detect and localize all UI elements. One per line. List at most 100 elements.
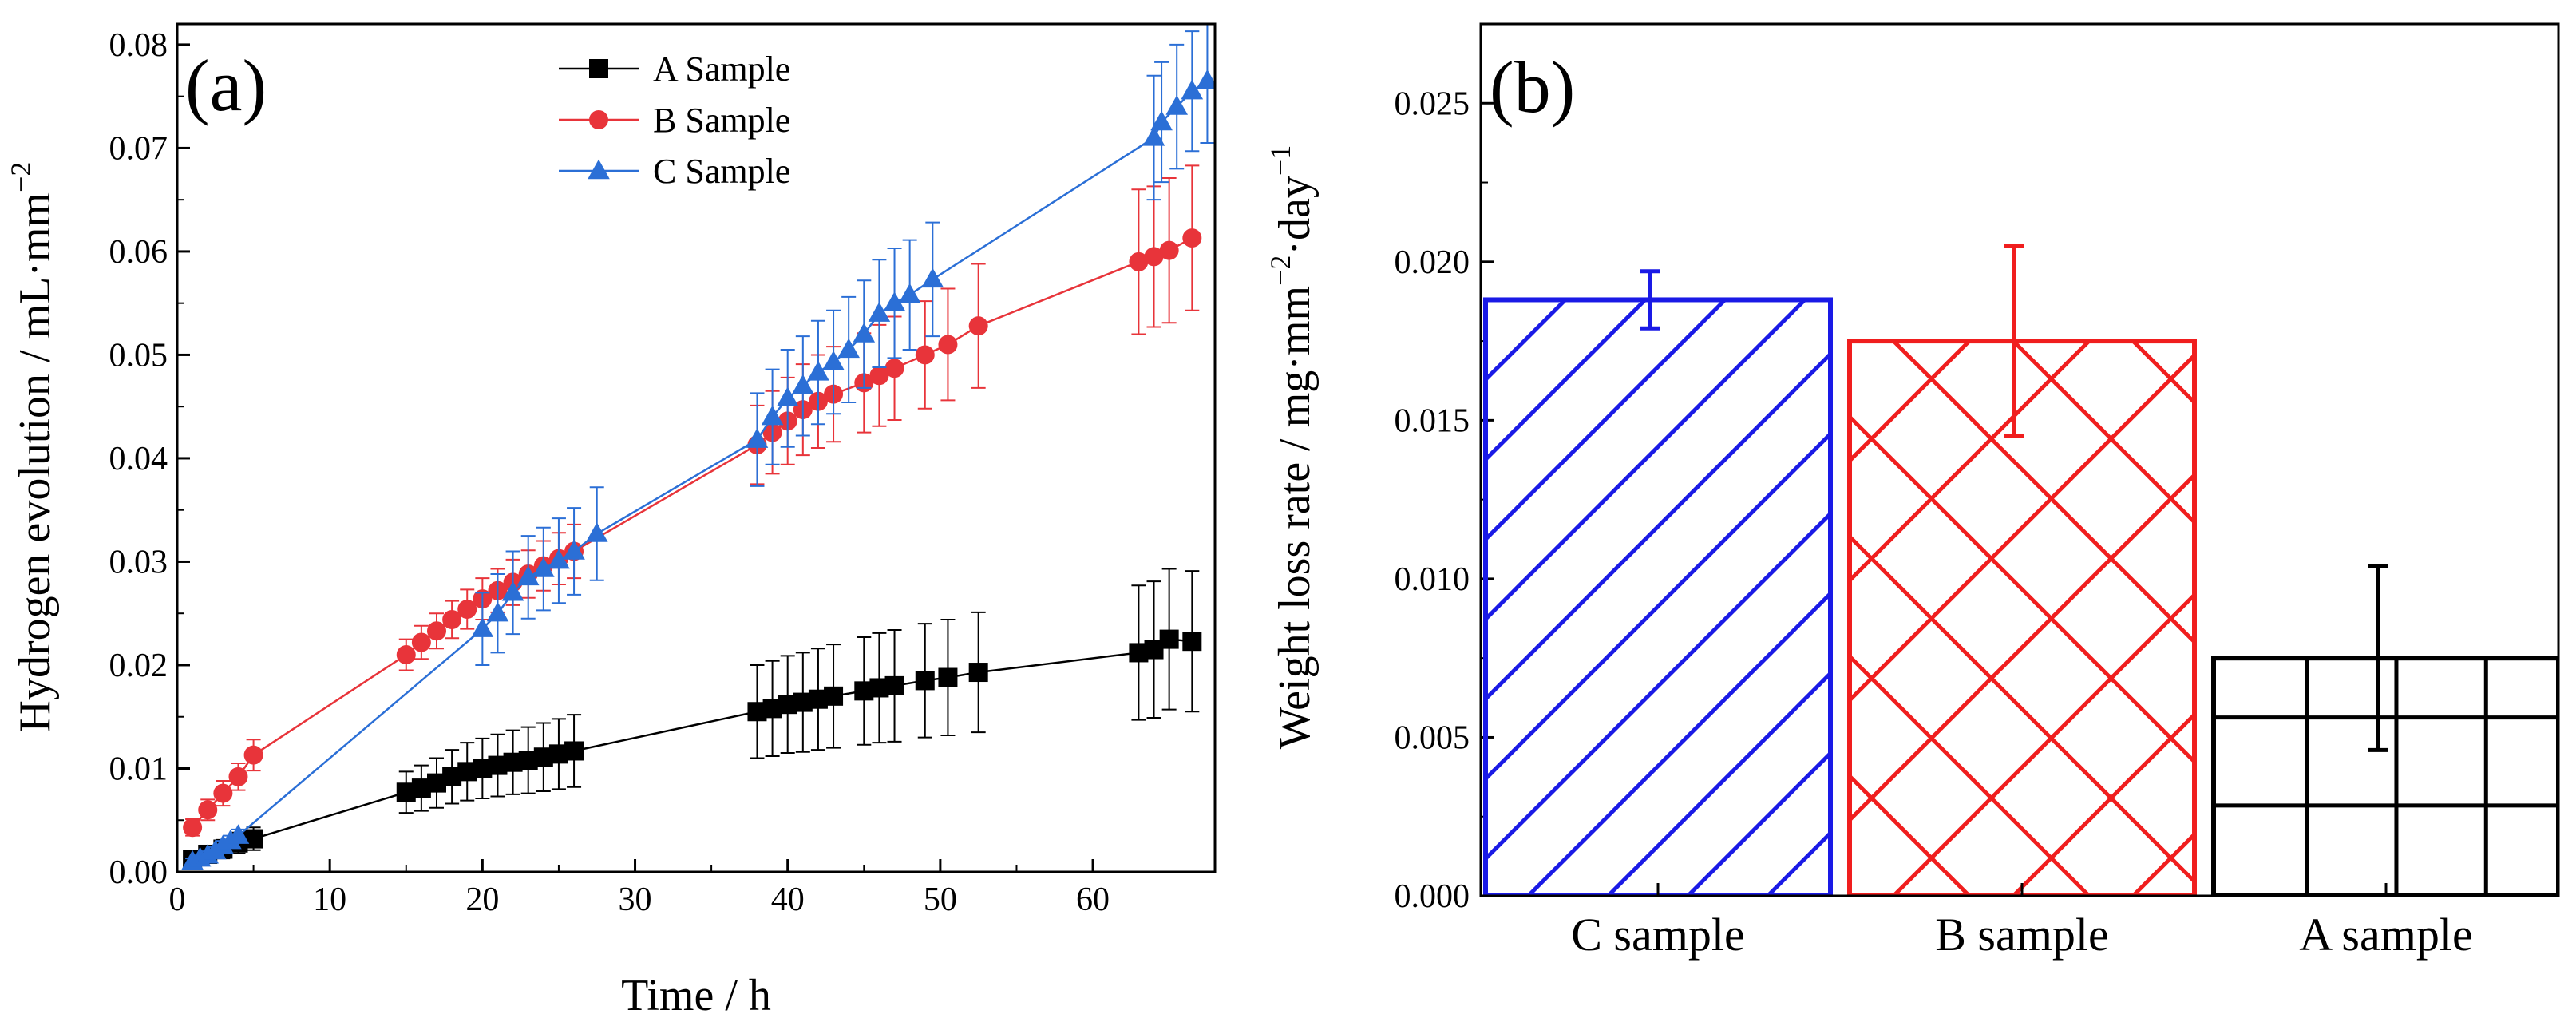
hatch-line [2372,341,2576,896]
y-tick-label: 0.02 [109,648,168,684]
data-point [1142,126,1165,146]
data-point [486,601,509,622]
y-tick-label: 0.020 [1395,244,1470,281]
panel-b-category-labels: C sample B sample A sample [1571,883,2473,961]
hatch-line [1486,430,1830,782]
bar-pattern [1486,299,1830,896]
panel-b-label: (b) [1490,46,1575,128]
panel-b-frame [1479,22,2560,897]
bar [2211,656,2558,896]
y-tick-label: 0.000 [1395,878,1470,915]
panel-a-y-axis-label-main: Hydrogen evolution / mL·mm [10,192,60,733]
series-line [192,80,1209,863]
data-point [213,783,233,803]
y-tick-label: 0.015 [1395,402,1470,439]
data-point [938,667,958,687]
data-point [411,632,431,652]
hatch-line [1850,341,1971,464]
data-point [883,291,906,311]
y-tick-label: 0.03 [109,544,168,580]
panel-b-bar-chart: (b) 0.000 0.005 0.010 0.015 0.020 0.025 Weigh… [1264,22,2576,961]
hatch-line [2253,341,2576,896]
x-tick-label: 10 [313,881,346,918]
panel-a-y-axis-label-exp: −2 [5,162,37,192]
category-label: A sample [2299,909,2472,961]
series-line [192,236,1193,829]
data-point [1150,110,1173,131]
hatch-line [1850,653,2091,896]
data-point [837,338,860,359]
data-point [822,351,845,370]
y-tick-label: 0.07 [109,130,168,167]
panel-a-x-axis: 0 10 20 30 40 50 60 [169,859,1110,918]
series-a-sample [183,568,1202,870]
data-point [807,361,829,381]
panel-b-y-axis-label-exp1: −2 [1264,256,1296,286]
data-point [501,580,524,601]
legend-label: B Sample [653,101,790,140]
legend-label: C Sample [653,152,790,191]
data-point [921,267,944,288]
data-point [853,323,876,343]
data-point [1129,252,1149,271]
hatch-line [2012,711,2194,896]
data-point [824,686,844,706]
data-point [746,428,769,448]
category-label: B sample [1935,909,2108,961]
data-point [243,745,263,765]
data-point [1196,69,1215,89]
data-point [1165,95,1189,115]
panel-b-y-axis-label: Weight loss rate / mg·mm−2·day−1 [1264,145,1320,749]
data-point [915,671,935,691]
y-tick-label: 0.05 [109,337,168,374]
hatch-line [1850,773,1971,896]
data-point [938,335,958,355]
y-tick-label: 0.04 [109,441,168,477]
hatch-line [2012,341,2194,525]
category-label: C sample [1571,909,1744,961]
y-tick-label: 0.08 [109,27,168,64]
bar-pattern [2214,658,2558,896]
data-point [968,316,988,336]
hatch-line [1486,510,1830,862]
data-point [1182,632,1202,652]
data-point [884,359,904,378]
data-point [776,386,799,407]
data-point [548,549,570,569]
x-tick-label: 50 [924,881,957,918]
series-b-sample [183,164,1202,838]
panel-b-y-axis-label-mid: ·day [1270,176,1320,256]
panel-a-plot-area [181,24,1215,870]
data-point [884,675,904,695]
y-tick-label: 0.010 [1395,561,1470,598]
hatch-line [1486,351,1830,703]
panel-a-line-chart: (a) 0 10 20 30 40 50 60 0.000.010.020.030.040.… [5,22,1217,1020]
x-tick-label: 40 [771,881,805,918]
data-point [585,522,608,542]
hatch-line [2131,831,2194,896]
series-line [192,638,1193,861]
data-point [228,767,248,786]
data-point [1182,228,1202,248]
hatch-line [1850,893,1851,896]
panel-b-y-axis: 0.000 0.005 0.010 0.015 0.020 0.025 [1395,85,1494,915]
data-point [227,824,250,844]
panel-a-label: (a) [185,45,267,126]
panel-a-x-axis-label: Time / h [621,971,771,1020]
hatch-line [1526,590,1830,896]
data-point [532,557,555,577]
data-point [915,345,935,365]
hatch-line [2492,341,2576,896]
data-point [1159,240,1179,260]
data-point [968,663,988,683]
hatch-line [1486,299,1567,383]
series-c-sample [181,24,1215,870]
data-point [869,366,889,386]
hatch-line [1686,750,1830,896]
hatch-line [1850,533,2194,885]
panel-a-legend: A Sample B Sample C Sample [559,50,790,191]
panel-a-frame [176,22,1217,873]
hatch-line [2372,341,2576,896]
data-point [761,405,784,426]
